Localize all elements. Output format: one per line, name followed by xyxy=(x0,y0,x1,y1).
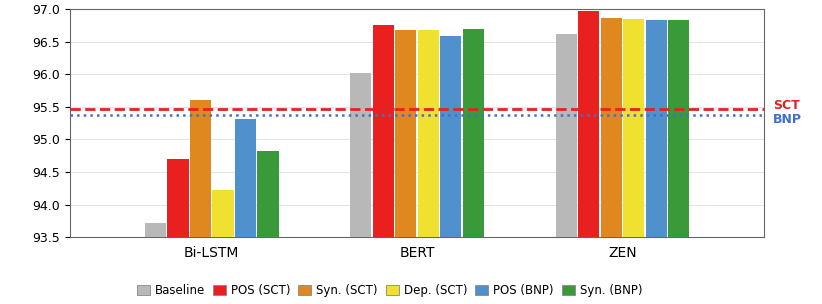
Bar xyxy=(646,19,667,304)
Bar xyxy=(441,36,461,304)
Bar xyxy=(463,29,484,304)
Text: BNP: BNP xyxy=(773,113,801,126)
Legend: Baseline, POS (SCT), Syn. (SCT), Dep. (SCT), POS (BNP), Syn. (BNP): Baseline, POS (SCT), Syn. (SCT), Dep. (S… xyxy=(136,284,642,297)
Bar xyxy=(418,30,439,304)
Bar xyxy=(556,34,577,304)
Bar xyxy=(623,19,644,304)
Bar xyxy=(668,19,690,304)
Bar xyxy=(350,73,372,304)
Text: SCT: SCT xyxy=(773,99,800,112)
Bar xyxy=(257,151,279,304)
Bar xyxy=(395,30,417,304)
Bar xyxy=(579,11,599,304)
Bar xyxy=(601,18,622,304)
Bar xyxy=(190,100,211,304)
Bar xyxy=(212,190,233,304)
Bar xyxy=(373,25,394,304)
Bar xyxy=(145,223,166,304)
Bar xyxy=(235,119,256,304)
Bar xyxy=(168,159,188,304)
